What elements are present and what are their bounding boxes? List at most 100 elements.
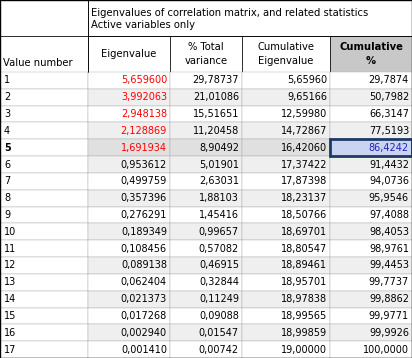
Bar xyxy=(0,341,88,358)
Text: % Total: % Total xyxy=(188,42,224,52)
Bar xyxy=(242,89,330,106)
Bar xyxy=(242,240,330,257)
Bar xyxy=(330,72,412,89)
Bar xyxy=(242,106,330,122)
Text: 3: 3 xyxy=(4,109,10,119)
Text: 18,99565: 18,99565 xyxy=(281,311,327,321)
Bar xyxy=(88,240,170,257)
Bar xyxy=(88,156,170,173)
Text: Eigenvalue: Eigenvalue xyxy=(258,56,314,66)
Bar xyxy=(88,36,170,72)
Bar xyxy=(88,190,170,207)
Text: 0,189349: 0,189349 xyxy=(121,227,167,237)
Text: 0,99657: 0,99657 xyxy=(199,227,239,237)
Bar xyxy=(0,308,88,324)
Text: 0,021373: 0,021373 xyxy=(121,294,167,304)
Text: Cumulative: Cumulative xyxy=(339,42,403,52)
Bar xyxy=(88,72,170,89)
Text: 29,7874: 29,7874 xyxy=(369,76,409,86)
Bar xyxy=(0,139,88,156)
Bar xyxy=(242,291,330,308)
Text: 0,001410: 0,001410 xyxy=(121,345,167,354)
Bar xyxy=(0,190,88,207)
Bar xyxy=(330,341,412,358)
Bar xyxy=(242,274,330,291)
Text: 0,108456: 0,108456 xyxy=(121,244,167,254)
Text: 9: 9 xyxy=(4,210,10,220)
Bar xyxy=(170,257,242,274)
Bar xyxy=(0,207,88,223)
Text: 17,37422: 17,37422 xyxy=(281,160,327,170)
Bar xyxy=(0,274,88,291)
Bar xyxy=(242,324,330,341)
Bar xyxy=(330,223,412,240)
Text: 5,659600: 5,659600 xyxy=(121,76,167,86)
Bar xyxy=(330,122,412,139)
Bar xyxy=(0,89,88,106)
Bar xyxy=(0,122,88,139)
Bar xyxy=(170,72,242,89)
Text: 6: 6 xyxy=(4,160,10,170)
Text: 11,20458: 11,20458 xyxy=(193,126,239,136)
Text: 2,128869: 2,128869 xyxy=(121,126,167,136)
Bar xyxy=(330,207,412,223)
Bar xyxy=(88,139,170,156)
Bar xyxy=(0,257,88,274)
Text: 29,78737: 29,78737 xyxy=(192,76,239,86)
Text: 50,7982: 50,7982 xyxy=(369,92,409,102)
Bar xyxy=(330,190,412,207)
Text: 15,51651: 15,51651 xyxy=(193,109,239,119)
Bar xyxy=(0,72,88,89)
Bar xyxy=(242,122,330,139)
Text: 0,062404: 0,062404 xyxy=(121,277,167,287)
Bar xyxy=(242,190,330,207)
Bar xyxy=(88,324,170,341)
Text: 0,499759: 0,499759 xyxy=(121,176,167,187)
Text: 14,72867: 14,72867 xyxy=(281,126,327,136)
Text: 18,95701: 18,95701 xyxy=(281,277,327,287)
Bar xyxy=(0,240,88,257)
Text: 98,4053: 98,4053 xyxy=(369,227,409,237)
Bar xyxy=(330,36,412,72)
Text: 18,23137: 18,23137 xyxy=(281,193,327,203)
Text: 0,002940: 0,002940 xyxy=(121,328,167,338)
Text: 95,9546: 95,9546 xyxy=(369,193,409,203)
Bar xyxy=(170,89,242,106)
Text: 0,11249: 0,11249 xyxy=(199,294,239,304)
Bar xyxy=(0,324,88,341)
Text: 18,69701: 18,69701 xyxy=(281,227,327,237)
Bar xyxy=(242,207,330,223)
Text: 99,4453: 99,4453 xyxy=(369,261,409,271)
Text: 77,5193: 77,5193 xyxy=(369,126,409,136)
Text: 91,4432: 91,4432 xyxy=(369,160,409,170)
Bar xyxy=(330,139,412,156)
Bar xyxy=(330,106,412,122)
Bar xyxy=(330,308,412,324)
Bar xyxy=(242,139,330,156)
Text: 0,46915: 0,46915 xyxy=(199,261,239,271)
Text: Eigenvalue: Eigenvalue xyxy=(101,49,157,59)
Text: 16,42060: 16,42060 xyxy=(281,143,327,153)
Text: 9,65166: 9,65166 xyxy=(287,92,327,102)
Text: 21,01086: 21,01086 xyxy=(193,92,239,102)
Bar xyxy=(88,173,170,190)
Bar xyxy=(170,274,242,291)
Text: 99,8862: 99,8862 xyxy=(369,294,409,304)
Text: Eigenvalues of correlation matrix, and related statistics: Eigenvalues of correlation matrix, and r… xyxy=(91,8,368,18)
Text: 0,953612: 0,953612 xyxy=(121,160,167,170)
Text: 5,01901: 5,01901 xyxy=(199,160,239,170)
Text: 97,4088: 97,4088 xyxy=(369,210,409,220)
Text: 98,9761: 98,9761 xyxy=(369,244,409,254)
Text: 17: 17 xyxy=(4,345,16,354)
Bar xyxy=(170,156,242,173)
Bar xyxy=(170,122,242,139)
Text: 3,992063: 3,992063 xyxy=(121,92,167,102)
Text: 1: 1 xyxy=(4,76,10,86)
Text: 99,7737: 99,7737 xyxy=(369,277,409,287)
Text: 66,3147: 66,3147 xyxy=(369,109,409,119)
Bar xyxy=(88,89,170,106)
Bar xyxy=(0,173,88,190)
Bar xyxy=(330,257,412,274)
Text: 0,276291: 0,276291 xyxy=(121,210,167,220)
Text: 99,9926: 99,9926 xyxy=(369,328,409,338)
